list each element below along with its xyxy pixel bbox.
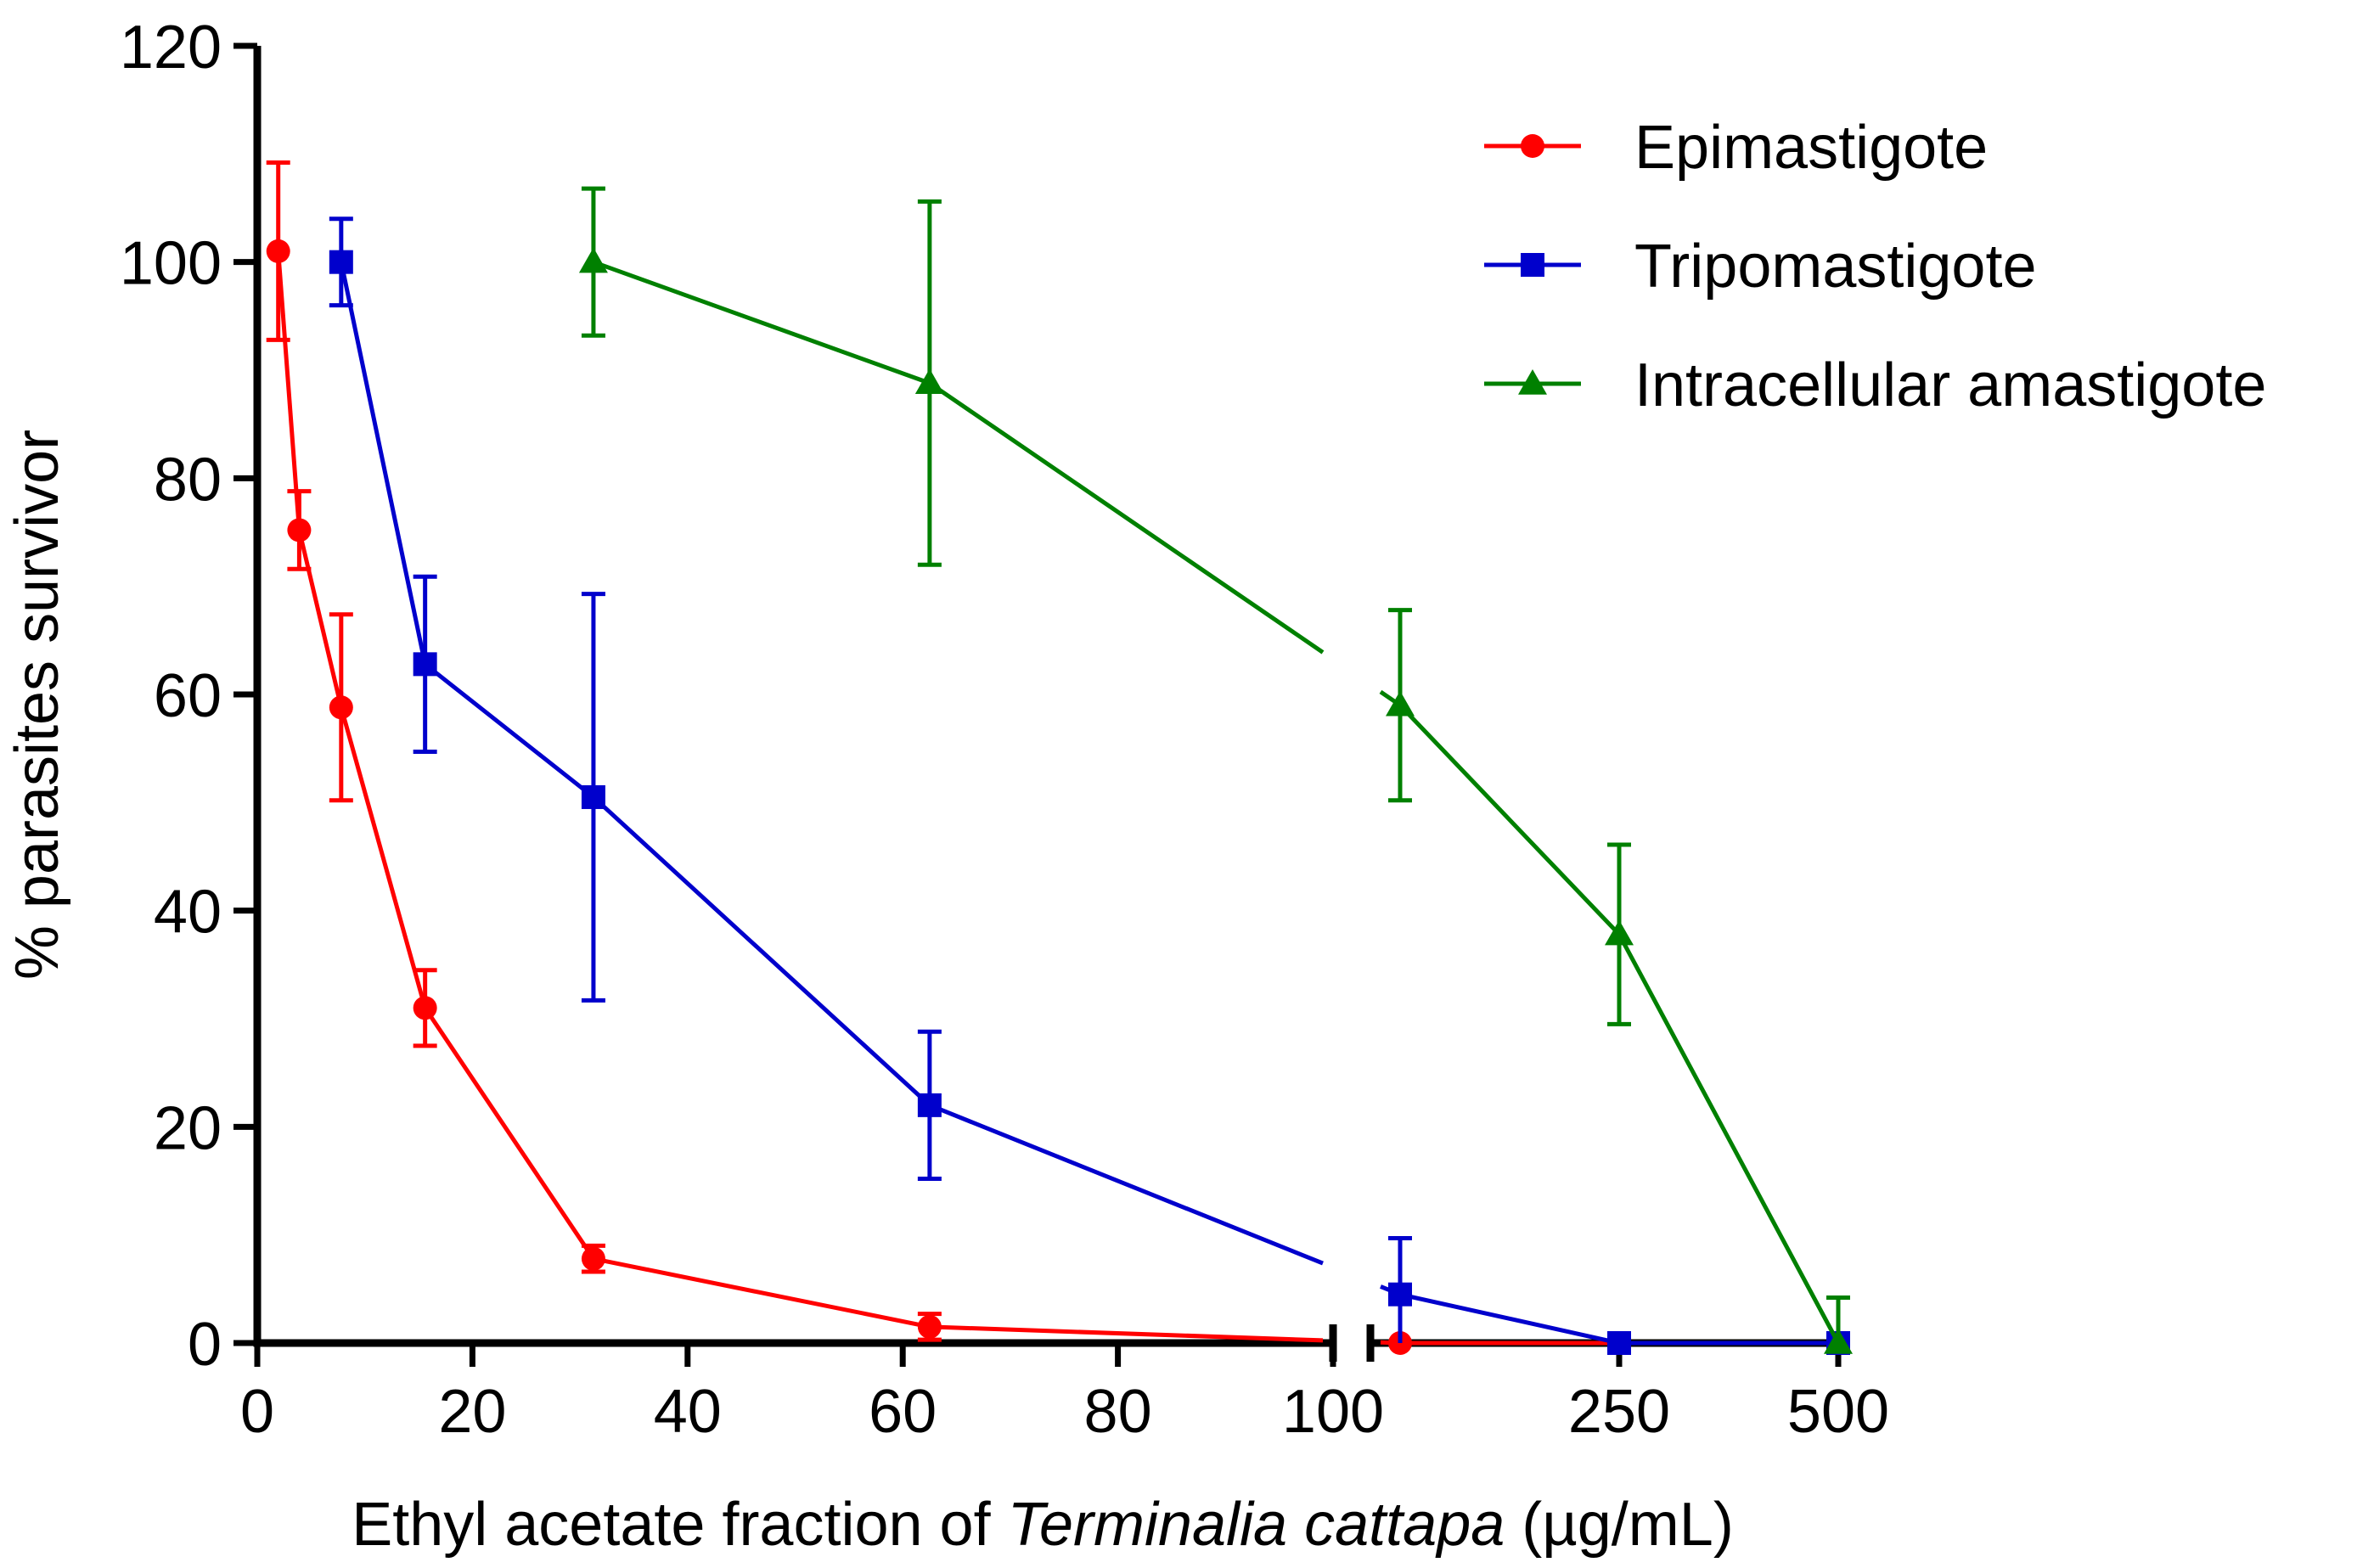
data-point — [1386, 690, 1415, 717]
x-axis-title-units: (µg/mL) — [1505, 1491, 1734, 1559]
x-tick-label: 250 — [1568, 1378, 1670, 1446]
series-line — [423, 1006, 596, 1261]
x-axis-title-part: Ethyl acetate fraction of — [352, 1491, 1007, 1559]
y-tick-label: 120 — [120, 14, 222, 81]
data-point — [1521, 253, 1544, 277]
series-epimastigote — [266, 160, 1850, 1355]
x-tick-label: 500 — [1787, 1378, 1889, 1446]
y-tick-label: 100 — [120, 230, 222, 298]
data-point — [266, 239, 290, 263]
series-layer — [266, 160, 1853, 1355]
data-point — [1521, 134, 1544, 158]
y-tick-label: 80 — [154, 446, 222, 514]
series-line — [276, 250, 301, 531]
x-axis-title-species: Terminalia cattapa — [1008, 1491, 1505, 1559]
data-point — [1388, 1282, 1412, 1307]
series-line — [928, 381, 1325, 655]
y-tick-label: 60 — [154, 662, 222, 730]
data-point — [1824, 1329, 1853, 1354]
legend-item: Tripomastigote — [1484, 233, 2037, 301]
data-point — [1518, 369, 1547, 395]
x-axis-title: Ethyl acetate fraction of Terminalia cat… — [352, 1491, 1734, 1559]
series-line — [593, 1256, 931, 1329]
series-line — [424, 662, 595, 799]
data-point — [914, 368, 944, 395]
series-line — [928, 1103, 1324, 1266]
data-point — [413, 652, 437, 677]
legend-item: Intracellular amastigote — [1484, 351, 2266, 419]
data-point — [578, 247, 608, 273]
series-line — [296, 529, 344, 708]
data-point — [1607, 1331, 1631, 1355]
data-point — [581, 784, 605, 809]
series-intracellular-amastigote — [578, 186, 1853, 1354]
data-point — [1605, 919, 1634, 946]
data-point — [413, 996, 437, 1020]
x-tick-label: 40 — [654, 1378, 722, 1446]
legend: Epimastigote Tripomastigote Intracellular … — [1484, 114, 2266, 419]
data-point — [329, 250, 353, 274]
series-line — [592, 795, 931, 1107]
x-tick-label: 80 — [1084, 1378, 1152, 1446]
legend-label: Tripomastigote — [1634, 233, 2037, 301]
data-point — [917, 1314, 942, 1339]
series-line — [1399, 1292, 1620, 1346]
x-tick-label: 0 — [240, 1378, 274, 1446]
y-tick-label: 20 — [154, 1094, 222, 1162]
legend-item: Epimastigote — [1484, 114, 1988, 182]
data-point — [581, 1246, 605, 1271]
x-tick-label: 20 — [438, 1378, 506, 1446]
x-tick-label: 100 — [1282, 1378, 1384, 1446]
series-line — [929, 1324, 1324, 1343]
axes-layer: 0 20 40 60 80 100 120 0 20 40 60 80 100 250 500 — [120, 14, 1889, 1446]
x-tick-label: 60 — [869, 1378, 937, 1446]
legend-label: Epimastigote — [1634, 114, 1988, 182]
series-tripomastigote — [329, 216, 1850, 1355]
y-tick-label: 40 — [154, 879, 222, 947]
y-tick-label: 0 — [188, 1311, 222, 1379]
series-line — [339, 706, 428, 1009]
legend-label: Intracellular amastigote — [1634, 351, 2266, 419]
series-line — [593, 260, 931, 385]
series-line — [339, 261, 428, 665]
y-axis-title: % parasites survivor — [3, 430, 71, 980]
series-line — [1617, 933, 1841, 1345]
data-point — [287, 518, 312, 542]
data-point — [917, 1093, 942, 1117]
data-point — [329, 695, 353, 720]
series-line — [1398, 704, 1621, 936]
